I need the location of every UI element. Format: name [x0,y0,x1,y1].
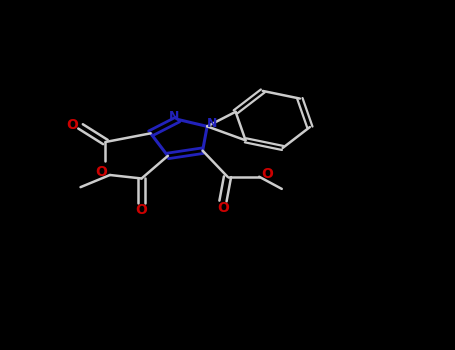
Text: O: O [95,164,107,178]
Text: O: O [261,167,273,181]
Text: N: N [207,117,217,130]
Text: O: O [136,203,147,217]
Text: N: N [169,110,179,123]
Text: O: O [66,118,78,132]
Text: O: O [217,201,229,215]
